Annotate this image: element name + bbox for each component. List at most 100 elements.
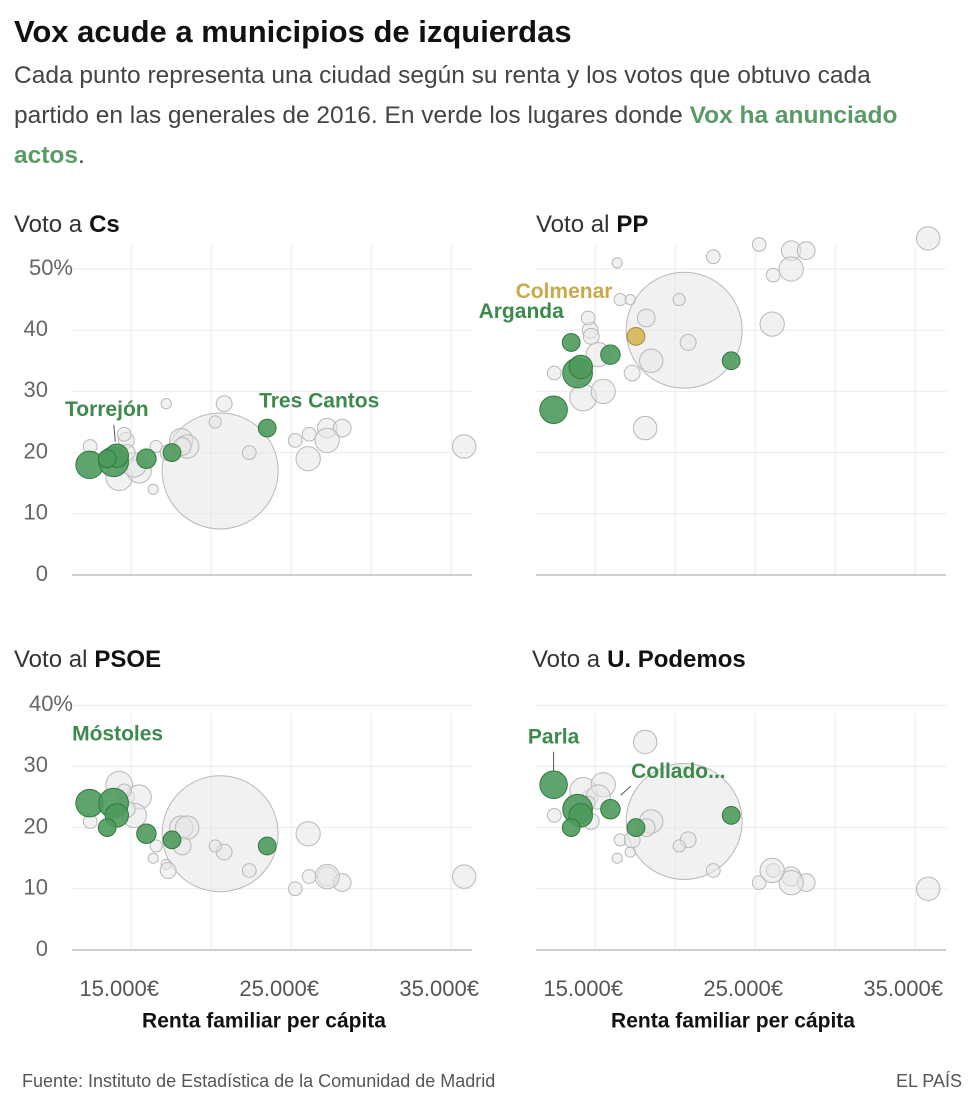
- bubble: [287, 432, 303, 448]
- panel-title-prefix: Voto a: [532, 646, 601, 673]
- bubble: [162, 830, 182, 850]
- bubble: [759, 311, 785, 337]
- bubble: [149, 439, 163, 454]
- annotation-leader: [113, 424, 116, 442]
- bubble: [149, 839, 163, 853]
- bubble: [97, 449, 117, 469]
- panel-title-party: PP: [616, 211, 648, 238]
- bubble: [257, 836, 277, 856]
- credit: EL PAÍS: [896, 1071, 962, 1091]
- bubble: [639, 348, 664, 373]
- annotation: Móstoles: [72, 723, 163, 746]
- bubble: [582, 327, 600, 345]
- bubble: [160, 398, 172, 410]
- bubble: [611, 852, 623, 864]
- panel-title-party: U. Podemos: [607, 646, 746, 673]
- bubble: [208, 839, 222, 853]
- x-tick-label: 25.000€: [239, 976, 319, 1001]
- bubble: [295, 821, 321, 847]
- bubble: [451, 864, 477, 889]
- bubble: [751, 237, 767, 252]
- x-tick-label: 35.000€: [399, 976, 479, 1001]
- panel-title-prefix: Voto al: [14, 646, 87, 673]
- bubble: [257, 418, 277, 438]
- panel-title-prefix: Voto a: [14, 211, 83, 238]
- bubble: [159, 862, 177, 879]
- bubble: [613, 293, 627, 307]
- y-tick-label: 20: [24, 438, 48, 463]
- source: Fuente: Instituto de Estadística de la C…: [22, 1071, 495, 1091]
- x-axis-label: Renta familiar per cápita: [142, 1010, 386, 1033]
- y-tick-label: 40: [24, 316, 48, 341]
- bubble: [546, 807, 562, 823]
- header: Vox acude a municipios de izquierdas Cad…: [14, 8, 914, 176]
- x-tick-label: 25.000€: [703, 976, 783, 1001]
- bubble: [915, 226, 941, 251]
- bubble: [751, 875, 767, 891]
- y-tick-label: 10: [24, 500, 48, 525]
- subtitle: Cada punto representa una ciudad según s…: [14, 56, 914, 176]
- bubble: [625, 271, 743, 389]
- bubble: [561, 818, 581, 837]
- bubble: [241, 863, 257, 878]
- bubble: [295, 446, 321, 472]
- bubble: [147, 852, 159, 864]
- bubble: [539, 395, 568, 425]
- bubble: [136, 448, 157, 469]
- bubble: [314, 863, 340, 890]
- bubble: [97, 818, 117, 837]
- y-tick-label: 40%: [29, 691, 73, 716]
- title: Vox acude a municipios de izquierdas: [14, 14, 572, 49]
- subtitle-end: .: [78, 142, 85, 169]
- bubble: [241, 445, 257, 460]
- bubble: [705, 249, 721, 265]
- bubble: [633, 415, 658, 441]
- bubble: [915, 876, 941, 901]
- x-tick-label: 15.000€: [543, 976, 623, 1001]
- bubble: [136, 823, 157, 844]
- y-tick-label: 30: [24, 377, 48, 402]
- bubble: [161, 775, 279, 893]
- annotation: Collado...: [631, 760, 726, 783]
- bubble: [314, 427, 340, 453]
- bubble: [116, 426, 132, 442]
- panel-title: Voto a Cs: [14, 211, 120, 238]
- bubble: [600, 799, 621, 820]
- bubble: [623, 364, 641, 382]
- bubble: [451, 434, 477, 459]
- bubble: [721, 805, 741, 825]
- bubble: [679, 334, 697, 351]
- bubble: [633, 729, 658, 755]
- annotation: Colmenar: [516, 280, 613, 303]
- bubble: [778, 870, 804, 896]
- x-tick-label: 15.000€: [79, 976, 159, 1001]
- subtitle-text: Cada punto representa una ciudad según s…: [14, 62, 871, 129]
- bubble: [561, 333, 581, 352]
- bubble: [672, 293, 686, 307]
- panel-title: Voto al PSOE: [14, 646, 161, 673]
- bubble: [721, 351, 741, 371]
- y-tick-label: 0: [36, 936, 48, 961]
- bubble: [600, 344, 621, 365]
- panel-title: Voto al PP: [536, 211, 648, 238]
- panel-title-party: Cs: [89, 211, 120, 238]
- bubble: [759, 857, 785, 884]
- bubble: [546, 365, 562, 381]
- panel-title-prefix: Voto al: [536, 211, 609, 238]
- annotation: Tres Cantos: [259, 390, 379, 413]
- panel-title: Voto a U. Podemos: [532, 646, 746, 673]
- annotation-leader: [620, 785, 632, 796]
- y-tick-label: 0: [36, 561, 48, 586]
- bubble: [301, 426, 317, 442]
- annotation: Arganda: [479, 300, 565, 323]
- bubble: [626, 818, 646, 837]
- bubble: [568, 354, 593, 380]
- bubble: [778, 256, 804, 282]
- bubble: [624, 293, 636, 306]
- bubble: [624, 846, 636, 858]
- bubble: [162, 443, 182, 462]
- bubble: [301, 869, 317, 884]
- bubble: [332, 418, 352, 438]
- bubble: [705, 863, 721, 878]
- x-tick-label: 35.000€: [863, 976, 943, 1001]
